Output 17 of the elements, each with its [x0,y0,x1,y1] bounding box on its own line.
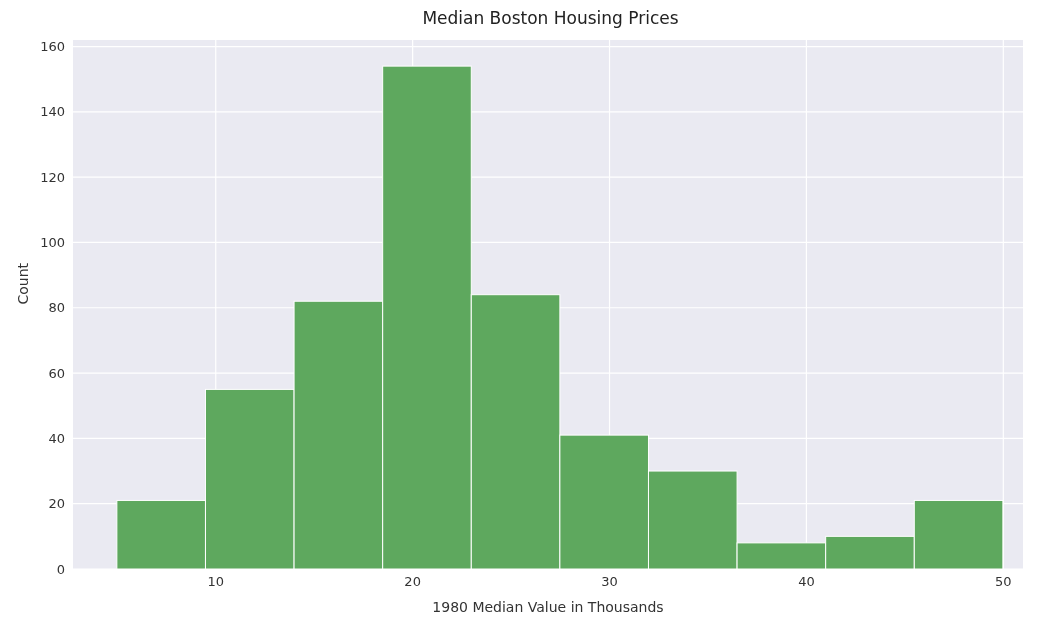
y-tick-label: 80 [48,300,65,316]
y-axis-title: Count [14,262,31,305]
y-tick-label: 0 [56,561,65,577]
x-tick-label: 50 [995,574,1012,590]
y-tick-label: 140 [40,104,65,120]
y-tick-label: 20 [48,496,65,512]
x-tick-label: 30 [601,574,618,590]
y-tick-label: 40 [48,431,65,446]
x-tick-label: 10 [207,574,225,590]
y-tick-label: 160 [40,39,65,55]
y-tick-label: 120 [40,169,65,185]
y-tick-label: 100 [40,235,65,251]
chart-title: Median Boston Housing Prices [421,8,680,28]
y-tick-label: 60 [48,365,65,381]
x-axis-title: 1980 Median Value in Thousands [432,599,664,615]
x-tick-label: 20 [404,574,421,590]
x-tick-label: 40 [798,574,815,590]
